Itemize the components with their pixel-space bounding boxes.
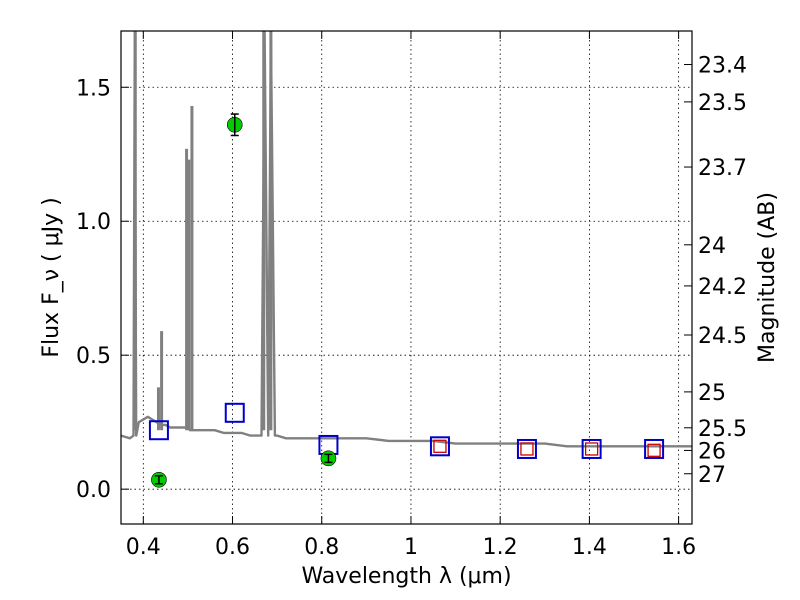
mag-tick-label: 25.5 — [698, 417, 747, 442]
mag-tick-label: 23.7 — [698, 156, 747, 181]
y-tick-label: 0.5 — [76, 344, 111, 369]
mag-tick-label: 23.5 — [698, 91, 747, 116]
model-point — [516, 438, 537, 459]
mag-tick-label: 24.2 — [698, 275, 747, 300]
x-axis-label: Wavelength λ (μm) — [301, 564, 511, 589]
hst-point — [647, 443, 661, 457]
hst-point — [433, 439, 447, 453]
x-tick-label: 0.8 — [304, 535, 339, 560]
axes-ticks: 0.4 0.6 0.8 1 1.2 1.4 1.6 0.0 0.5 1.0 1.5 23.4 23.5 2… — [76, 31, 747, 560]
plot-area — [121, 31, 692, 488]
x-tick-label: 1.4 — [572, 535, 607, 560]
model-point — [224, 402, 245, 423]
mag-tick-label: 24.5 — [698, 324, 747, 349]
mag-tick-label: 26 — [698, 439, 726, 464]
x-tick-label: 0.6 — [215, 535, 250, 560]
mag-tick-label: 25 — [698, 381, 726, 406]
hst-point — [584, 442, 599, 456]
x-tick-label: 1.6 — [661, 535, 696, 560]
y-tick-label: 0.0 — [76, 478, 111, 503]
x-tick-label: 0.4 — [126, 535, 161, 560]
model-point — [644, 438, 665, 459]
mag-tick-label: 23.4 — [698, 54, 747, 79]
hst-point — [520, 442, 534, 456]
grid — [121, 31, 692, 524]
y-tick-label: 1.0 — [76, 210, 111, 235]
mag-tick-label: 24 — [698, 234, 726, 259]
model-point — [429, 436, 450, 457]
x-tick-label: 1.2 — [483, 535, 518, 560]
mag-tick-label: 27 — [698, 463, 726, 488]
model-point — [581, 438, 602, 459]
spectrum-line — [121, 31, 692, 448]
y-tick-label: 1.5 — [76, 76, 111, 101]
x-tick-label: 1 — [404, 535, 418, 560]
plot-frame — [120, 30, 693, 525]
y-axis-right-label: Magnitude (AB) — [755, 192, 780, 363]
model-point — [148, 420, 169, 441]
y-axis-label: Flux F_ν ( μJy ) — [39, 197, 64, 357]
